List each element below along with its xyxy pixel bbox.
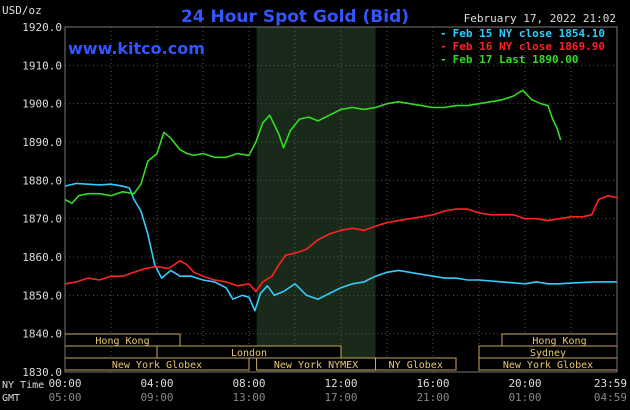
session-box-frame — [375, 357, 457, 371]
session-label: New York NYMEX — [274, 360, 358, 371]
x-tick-label-gmt: 09:00 — [140, 391, 173, 404]
y-tick-label: 1900.0 — [22, 98, 62, 111]
y-tick-label: 1870.0 — [22, 213, 62, 226]
session-box: NY Globex — [375, 357, 457, 371]
x-tick-label-ny: 16:00 — [416, 377, 449, 390]
session-label: Hong Kong — [532, 336, 586, 347]
session-label: NY Globex — [389, 360, 443, 371]
y-tick-label: 1880.0 — [22, 174, 62, 187]
session-box: Sydney — [478, 345, 618, 359]
gmt-label: GMT — [2, 393, 20, 404]
y-tick-label: 1890.0 — [22, 136, 62, 149]
grid-lines — [65, 26, 617, 373]
y-tick-label: 1850.0 — [22, 289, 62, 302]
session-box: Hong Kong — [64, 333, 181, 347]
series-line-2 — [64, 89, 562, 205]
session-box: New York Globex — [478, 357, 618, 371]
y-tick-labels: 1920.0 1910.0 1900.0 1890.0 1880.0 1870.0 1860… — [22, 21, 62, 379]
price-series — [64, 89, 618, 312]
series-line-1 — [64, 194, 618, 293]
legend-label-feb17: Feb 17 Last 1890.00 — [453, 53, 579, 66]
chart-title: 24 Hour Spot Gold (Bid) — [181, 7, 409, 27]
legend: - Feb 15 NY close 1854.10 - Feb 16 NY clos… — [440, 27, 605, 66]
legend-label-feb16: Feb 16 NY close 1869.90 — [453, 40, 605, 53]
x-tick-label-ny: 00:00 — [48, 377, 81, 390]
legend-item-feb17: - Feb 17 Last 1890.00 — [440, 53, 578, 66]
y-tick-label: 1830.0 — [22, 366, 62, 379]
nymex-session-shade — [256, 27, 376, 372]
x-tick-label-ny: 23:59 — [594, 377, 627, 390]
legend-label-feb15: Feb 15 NY close 1854.10 — [453, 27, 605, 40]
session-box: London — [156, 345, 342, 359]
session-label: New York Globex — [503, 360, 593, 371]
session-box: Hong Kong — [501, 333, 618, 347]
legend-marker-feb17: - — [440, 53, 447, 66]
legend-item-feb16: - Feb 16 NY close 1869.90 — [440, 40, 605, 53]
x-tick-label-gmt: 01:00 — [508, 391, 541, 404]
x-tick-label-gmt: 05:00 — [48, 391, 81, 404]
legend-marker-feb15: - — [440, 27, 447, 40]
y-tick-label: 1910.0 — [22, 59, 62, 72]
session-label: New York Globex — [112, 360, 202, 371]
x-tick-label-gmt: 17:00 — [324, 391, 357, 404]
x-tick-label-ny: 04:00 — [140, 377, 173, 390]
session-label: Hong Kong — [95, 336, 149, 347]
trading-sessions: Hong Kong London New York Globex New York N… — [64, 333, 618, 371]
session-box: New York Globex — [64, 357, 250, 371]
x-tick-labels: 00:00 04:00 08:00 12:00 16:00 20:00 23:59 05:00… — [48, 377, 627, 404]
x-tick-label-ny: 08:00 — [232, 377, 265, 390]
legend-marker-feb16: - — [440, 40, 447, 53]
series-line-0 — [64, 182, 617, 312]
website-watermark: www.kitco.com — [68, 39, 205, 58]
x-tick-label-gmt: 04:59 — [594, 391, 627, 404]
y-tick-label: 1920.0 — [22, 21, 62, 34]
x-tick-label-gmt: 13:00 — [232, 391, 265, 404]
y-axis-unit-label: USD/oz — [2, 4, 42, 17]
session-box: New York NYMEX — [256, 357, 376, 371]
x-tick-label-ny: 20:00 — [508, 377, 541, 390]
ny-time-label: NY Time — [2, 380, 44, 391]
y-tick-label: 1860.0 — [22, 251, 62, 264]
y-tick-label: 1840.0 — [22, 328, 62, 341]
x-tick-label-ny: 12:00 — [324, 377, 357, 390]
session-label: London — [231, 348, 267, 359]
session-label: Sydney — [530, 348, 566, 359]
x-tick-label-gmt: 21:00 — [416, 391, 449, 404]
legend-item-feb15: - Feb 15 NY close 1854.10 — [440, 27, 605, 40]
timestamp: February 17, 2022 21:02 — [464, 12, 616, 25]
plot-border — [64, 26, 618, 373]
